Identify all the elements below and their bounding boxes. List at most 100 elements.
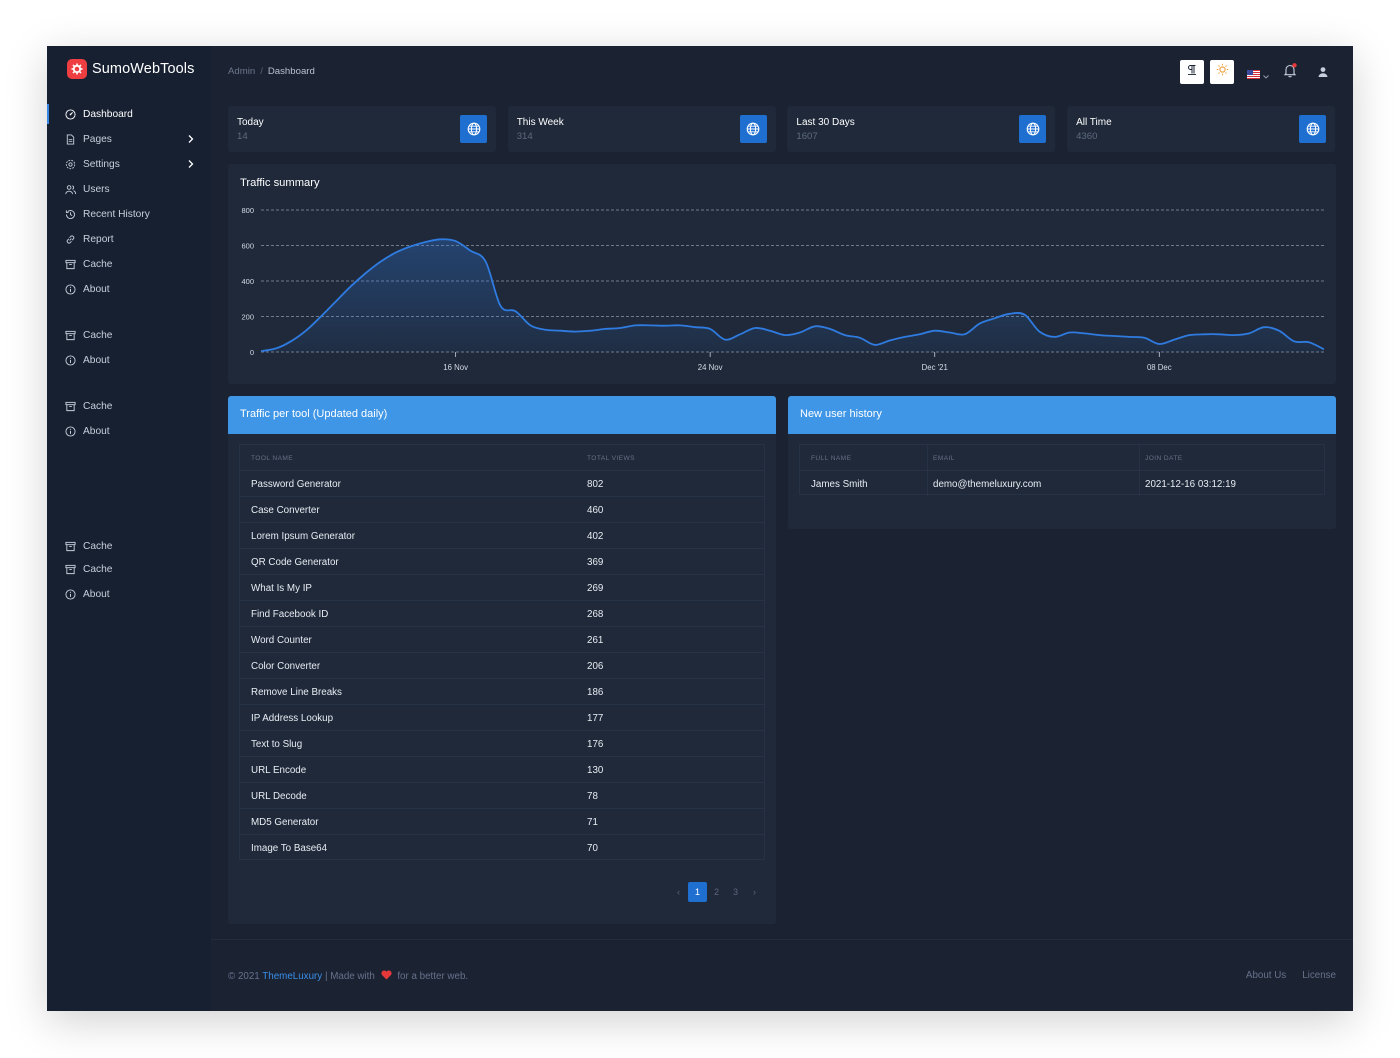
file-icon [65,133,76,145]
sidebar-item-label: Cache [83,563,113,575]
column-header[interactable]: EMAIL [933,455,955,462]
table-row: QR Code Generator 369 [240,548,764,574]
footer-link-license[interactable]: License [1302,970,1336,981]
sidebar-item-label: About [83,588,110,600]
tool-name-cell: Remove Line Breaks [251,687,342,698]
sidebar-item-dashboard[interactable]: Dashboard [47,102,211,126]
tool-name-cell: QR Code Generator [251,557,339,568]
heart-icon [381,970,392,983]
info-icon [65,283,76,295]
tool-name-cell: IP Address Lookup [251,713,334,724]
sidebar-item-cache[interactable]: Cache [47,252,211,276]
brand[interactable]: SumoWebTools [67,58,194,80]
chevron-down-icon [1263,66,1269,84]
footer-links: About Us License [1246,970,1336,981]
views-cell: 460 [587,505,604,516]
dashboard-icon [65,108,76,120]
archive-icon [65,259,76,270]
stat-globe-button[interactable] [460,115,487,143]
sidebar-item-cache[interactable]: Cache [47,534,211,558]
sidebar-item-cache[interactable]: Cache [47,557,211,581]
pagination: ‹ 1 2 3 › [669,882,764,902]
sidebar-item-report[interactable]: Report [47,227,211,251]
sun-icon [1216,63,1229,81]
sidebar-item-settings[interactable]: Settings [47,152,211,176]
tool-name-cell: Find Facebook ID [251,609,329,620]
pagination-next[interactable]: › [753,887,756,897]
views-cell: 177 [587,713,604,724]
table-row: What Is My IP 269 [240,574,764,600]
pagination-page-2[interactable]: 2 [713,887,719,897]
sidebar-item-users[interactable]: Users [47,177,211,201]
table-row: Case Converter 460 [240,496,764,522]
traffic-summary-card: Traffic summary 0 200 400 600 800 16 Nov 24 No… [228,164,1336,384]
table-row: URL Encode 130 [240,756,764,782]
tool-name-cell: Lorem Ipsum Generator [251,531,356,542]
column-header[interactable]: TOTAL VIEWS [587,455,635,462]
sidebar-item-pages[interactable]: Pages [47,127,211,151]
footer-divider [211,939,1353,940]
x-tick-label: 24 Nov [698,363,723,372]
sidebar-item-about[interactable]: About [47,348,211,372]
archive-icon [65,541,76,552]
column-header[interactable]: JOIN DATE [1145,455,1183,462]
globe-icon [1026,122,1040,136]
stat-title: Last 30 Days [796,117,855,128]
footer-company-link[interactable]: ThemeLuxury [262,971,323,982]
sidebar-item-label: Users [83,183,110,195]
views-cell: 402 [587,531,604,542]
table-row: James Smith demo@themeluxury.com 2021-12-1… [800,470,1324,496]
sidebar-item-about[interactable]: About [47,419,211,443]
views-cell: 206 [587,661,604,672]
pagination-page-3[interactable]: 3 [732,887,738,897]
archive-icon [65,401,76,412]
pagination-page-1[interactable]: 1 [688,882,707,902]
stat-globe-button[interactable] [1019,115,1047,143]
chevron-right-icon [186,159,195,169]
archive-icon [65,564,76,575]
sidebar-item-label: Cache [83,540,113,552]
sidebar-item-cache[interactable]: Cache [47,323,211,347]
user-history-title: New user history [800,408,882,420]
y-tick-label: 200 [241,313,254,322]
info-icon [65,588,76,600]
breadcrumb-current: Dashboard [267,66,315,77]
stat-globe-button[interactable] [1299,115,1327,143]
series-area [261,239,1324,352]
y-tick-label: 600 [241,242,254,251]
sidebar-item-recent-history[interactable]: Recent History [47,202,211,226]
sidebar-item-about[interactable]: About [47,277,211,301]
theme-toggle-button[interactable] [1210,60,1234,84]
sidebar-item-cache[interactable]: Cache [47,394,211,418]
sidebar-item-label: Dashboard [83,108,133,120]
table-row: Password Generator 802 [240,470,764,496]
info-icon [65,425,76,437]
table-row: Color Converter 206 [240,652,764,678]
sidebar-item-about[interactable]: About [47,582,211,606]
footer-made-with: | Made with [324,971,375,982]
gear-icon [65,159,76,170]
user-menu-button[interactable] [1317,65,1329,83]
sidebar-item-label: Cache [83,329,113,341]
stat-title: All Time [1076,117,1112,128]
tool-name-cell: Password Generator [251,479,341,490]
footer-link-about[interactable]: About Us [1245,970,1287,981]
tool-name-cell: URL Decode [251,791,307,802]
views-cell: 269 [587,583,604,594]
stat-value: 1607 [796,131,818,142]
breadcrumb-root[interactable]: Admin [228,66,256,77]
footer-year: © 2021 [228,971,260,982]
notifications-button[interactable] [1283,63,1297,83]
column-header[interactable]: FULL NAME [811,455,852,462]
language-select[interactable] [1247,66,1269,84]
stat-globe-button[interactable] [739,115,767,143]
sidebar-item-label: About [83,354,110,366]
text-direction-button[interactable] [1180,60,1204,84]
column-header[interactable]: TOOL NAME [251,455,294,462]
pagination-prev[interactable]: ‹ [677,887,680,897]
link-icon [65,234,76,245]
sidebar: SumoWebTools Dashboard Pages Settings Users… [47,46,211,1011]
views-cell: 261 [587,635,604,646]
tool-traffic-title: Traffic per tool (Updated daily) [240,408,388,420]
tool-name-cell: Text to Slug [251,739,303,750]
